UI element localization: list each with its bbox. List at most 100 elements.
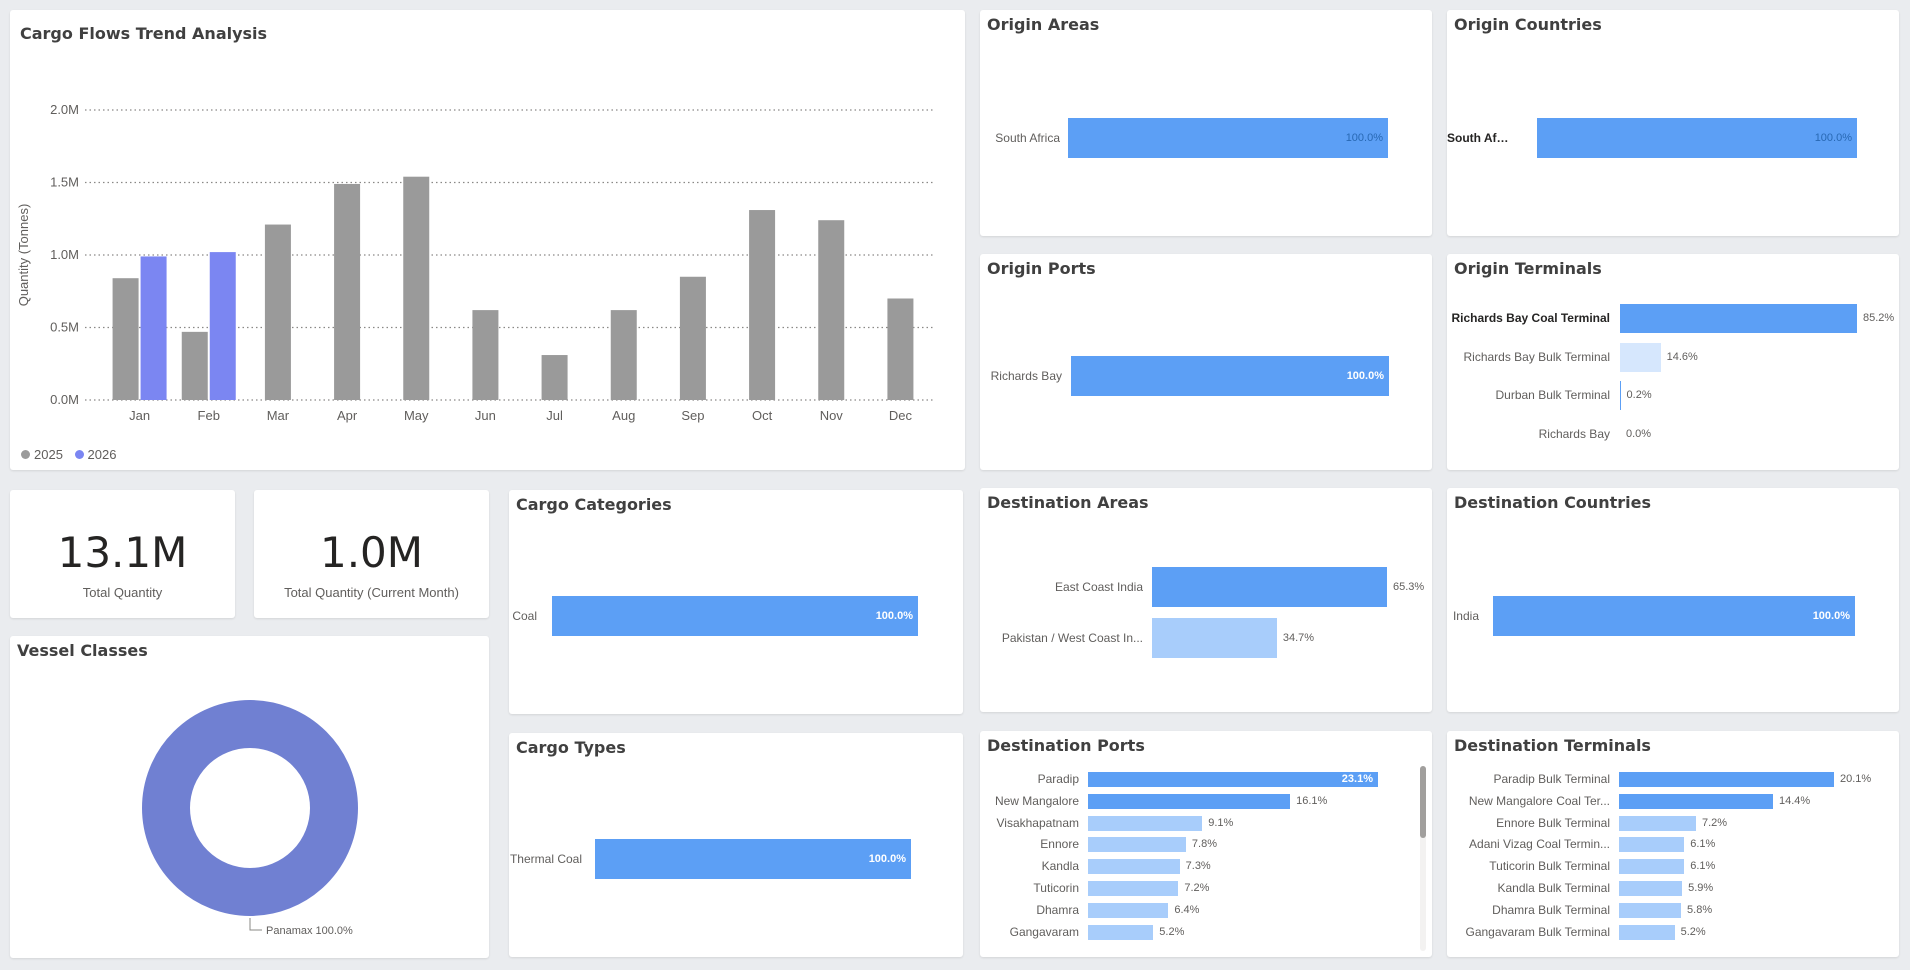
bar[interactable] <box>1537 118 1857 158</box>
bar-value-label: 6.4% <box>1174 903 1200 916</box>
bar[interactable] <box>1619 902 1682 918</box>
bar-category-label: Ennore <box>1040 837 1079 852</box>
bar-row[interactable]: Richards Bay 100.0% <box>980 356 1432 396</box>
bar-2025-may[interactable] <box>403 176 430 400</box>
bar-row[interactable]: Coal 100.0% <box>509 596 963 636</box>
bar-row[interactable]: New Mangalore 16.1% <box>980 793 1432 809</box>
bar-row[interactable]: Dhamra 6.4% <box>980 902 1432 918</box>
bar-row[interactable]: Visakhapatnam 9.1% <box>980 815 1432 831</box>
bar[interactable] <box>1088 902 1169 918</box>
bar-row[interactable]: Adani Vizag Coal Termin... 6.1% <box>1447 837 1899 853</box>
bar-category-label: Adani Vizag Coal Termin... <box>1469 837 1610 852</box>
bar-2026-jan[interactable] <box>140 256 167 400</box>
bar-row[interactable]: Kandla Bulk Terminal 5.9% <box>1447 881 1899 896</box>
bar-2025-apr[interactable] <box>334 183 361 400</box>
bar-row[interactable]: Gangavaram Bulk Terminal 5.2% <box>1447 924 1899 940</box>
bar-2025-aug[interactable] <box>610 310 637 400</box>
origin-areas-title: Origin Areas <box>987 15 1100 34</box>
bar-value-label: 0.2% <box>1626 389 1652 401</box>
donut-data-label: Panamax 100.0% <box>266 925 353 937</box>
bar-row[interactable]: Thermal Coal 100.0% <box>509 839 963 879</box>
scrollbar-thumb[interactable] <box>1420 766 1426 838</box>
bar[interactable] <box>1088 793 1291 809</box>
bar-row[interactable]: Gangavaram 5.2% <box>980 924 1432 940</box>
x-tick-label: May <box>404 408 429 423</box>
bar-row[interactable]: Paradip Bulk Terminal 20.1% <box>1447 772 1899 787</box>
bar[interactable] <box>1620 304 1857 333</box>
bar[interactable] <box>1493 596 1855 636</box>
bar[interactable] <box>1088 859 1180 875</box>
bar-2025-mar[interactable] <box>264 224 291 400</box>
bar-row[interactable]: Ennore 7.8% <box>980 837 1432 853</box>
bar-2025-jul[interactable] <box>541 355 568 400</box>
trend-title: Cargo Flows Trend Analysis <box>20 24 268 43</box>
bar[interactable] <box>552 596 918 636</box>
bar-row[interactable]: Dhamra Bulk Terminal 5.8% <box>1447 902 1899 918</box>
bar-row[interactable]: Tuticorin Bulk Terminal 6.1% <box>1447 859 1899 875</box>
donut-slice-panamax[interactable] <box>142 700 358 916</box>
bar-row[interactable]: Tuticorin 7.2% <box>980 881 1432 896</box>
bar-category-label: Pakistan / West Coast In... <box>1001 630 1143 645</box>
bar-2025-dec[interactable] <box>887 298 914 401</box>
bar-row[interactable]: Paradip 23.1% <box>980 772 1432 787</box>
vessel-classes-title: Vessel Classes <box>17 641 148 660</box>
bar-category-label: Durban Bulk Terminal <box>1495 388 1611 402</box>
bar-2025-feb[interactable] <box>181 331 208 400</box>
bar[interactable] <box>1619 793 1774 809</box>
legend-label-2026: 2026 <box>87 447 117 462</box>
legend-item-2025[interactable]: 2025 <box>21 447 63 462</box>
trend-chart: 0.0M 0.5M 1.0M 1.5M 2.0M Quantity (Tonnes) Jan… <box>16 102 935 423</box>
bar[interactable] <box>1088 815 1203 831</box>
bar-row[interactable]: Richards Bay Bulk Terminal 14.6% <box>1447 342 1899 372</box>
bar[interactable] <box>1088 924 1154 940</box>
bar-2025-jun[interactable] <box>472 310 499 400</box>
bar-row[interactable]: New Mangalore Coal Ter... 14.4% <box>1447 793 1899 809</box>
bar-category-label: Ennore Bulk Terminal <box>1496 815 1610 830</box>
bar-value-label: 16.1% <box>1296 794 1328 807</box>
bar-row[interactable]: Durban Bulk Terminal 0.2% <box>1447 381 1899 410</box>
bar[interactable] <box>1152 618 1277 658</box>
bar[interactable] <box>1619 924 1675 940</box>
origin-terminals-title: Origin Terminals <box>1454 259 1602 278</box>
bar-2025-sep[interactable] <box>679 276 706 400</box>
bar[interactable] <box>595 839 911 879</box>
bar-row[interactable]: India 100.0% <box>1447 596 1899 636</box>
bar-row[interactable]: South Africa 100.0% <box>1447 118 1899 158</box>
bar-row[interactable]: East Coast India 65.3% <box>980 567 1432 607</box>
bar[interactable] <box>1088 837 1186 853</box>
bar-row[interactable]: Richards Bay Coal Terminal 85.2% <box>1447 304 1899 333</box>
bar-value-label: 7.2% <box>1184 882 1210 894</box>
bar-row[interactable]: South Africa 100.0% <box>980 118 1432 158</box>
bar[interactable] <box>1620 381 1621 410</box>
bar[interactable] <box>1619 772 1834 787</box>
y-tick-label: 0.5M <box>50 320 79 335</box>
bar-2026-feb[interactable] <box>209 252 236 400</box>
bar[interactable] <box>1619 837 1685 853</box>
bar[interactable] <box>1619 881 1683 896</box>
bar[interactable] <box>1088 881 1179 896</box>
bar-2025-jan[interactable] <box>112 278 139 400</box>
bar-row[interactable]: Kandla 7.3% <box>980 859 1432 875</box>
bar[interactable] <box>1071 356 1389 396</box>
bar-2025-nov[interactable] <box>818 220 845 400</box>
bar-value-label: 23.1% <box>1341 773 1373 785</box>
bar-row[interactable]: Pakistan / West Coast In... 34.7% <box>980 618 1432 658</box>
kpi-total-quantity: 13.1M Total Quantity <box>10 490 235 618</box>
bar[interactable] <box>1088 772 1378 787</box>
bar-row[interactable]: Ennore Bulk Terminal 7.2% <box>1447 815 1899 831</box>
legend-dot-2026 <box>74 450 84 459</box>
y-tick-label: 1.5M <box>50 175 79 190</box>
bar[interactable] <box>1152 567 1387 607</box>
bar-category-label: South Africa <box>1447 130 1513 145</box>
bar-2025-oct[interactable] <box>749 210 776 400</box>
bar[interactable] <box>1068 118 1388 158</box>
bar[interactable] <box>1619 859 1685 875</box>
bar[interactable] <box>1619 815 1696 831</box>
destination-areas-card: Destination Areas East Coast India 65.3% P… <box>980 488 1432 712</box>
x-tick-label: Oct <box>752 408 773 423</box>
origin-countries-card: Origin Countries South Africa 100.0% <box>1447 10 1899 236</box>
bar[interactable] <box>1620 342 1661 372</box>
bar-row[interactable]: Richards Bay 0.0% <box>1447 420 1899 449</box>
legend-item-2026[interactable]: 2026 <box>74 447 117 462</box>
destination-ports-scrollbar[interactable] <box>1420 766 1426 951</box>
